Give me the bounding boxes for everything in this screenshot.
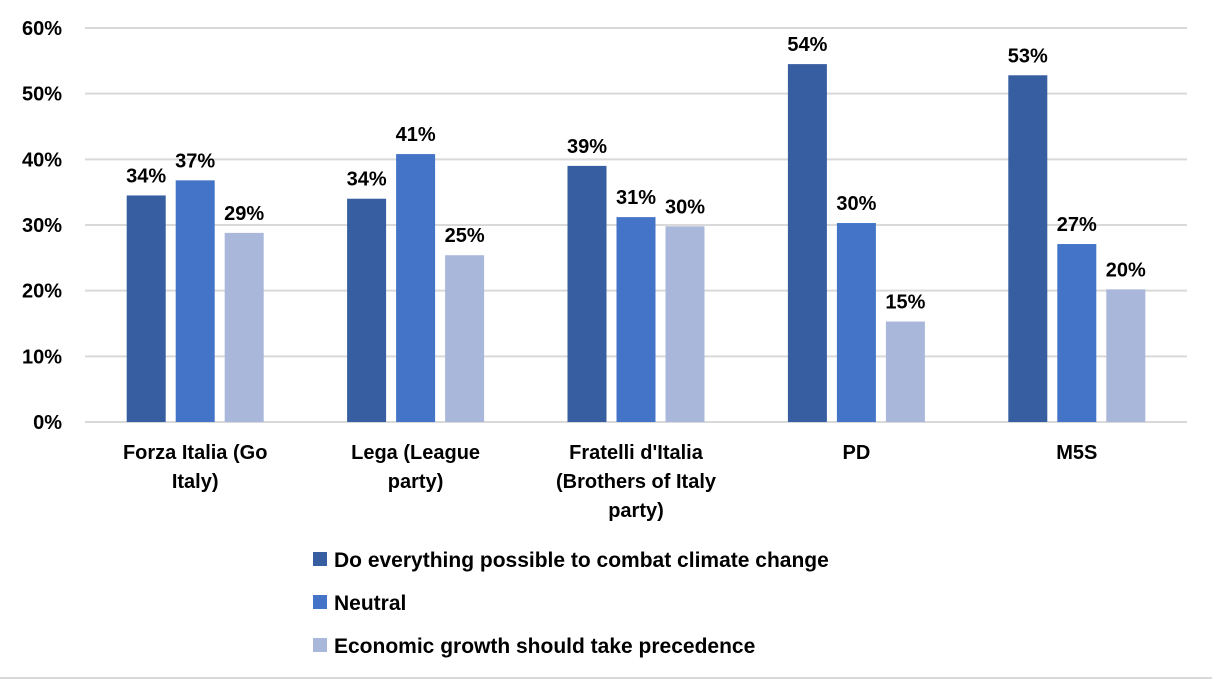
y-tick-label: 20% — [22, 281, 62, 303]
data-label: 15% — [885, 292, 925, 314]
legend-swatch — [313, 595, 327, 609]
y-tick-label: 0% — [33, 412, 62, 434]
legend-label: Economic growth should take precedence — [334, 635, 755, 658]
bars — [126, 64, 1146, 422]
y-axis-ticks: 0% 10% 20% 30% 40% 50% 60% — [22, 18, 62, 434]
data-label: 54% — [787, 34, 827, 56]
bar — [1106, 289, 1146, 422]
bar — [347, 198, 387, 422]
y-tick-label: 60% — [22, 18, 62, 40]
bar — [396, 154, 436, 422]
data-label: 39% — [567, 136, 607, 158]
data-labels: 34% 37% 29% 34% 41% 25% 39% 31% 30% 54% 30% 15% 53% 2… — [126, 34, 1146, 313]
bar — [1008, 75, 1048, 422]
x-category-label: Fratelli d'Italia — [569, 442, 704, 464]
bar — [885, 321, 925, 422]
bar — [787, 64, 827, 422]
legend-swatch — [313, 638, 327, 652]
data-label: 29% — [224, 203, 264, 225]
legend-label: Neutral — [334, 592, 406, 615]
bar — [567, 165, 607, 422]
x-category-label: party) — [608, 500, 664, 522]
x-category-label: Forza Italia (Go — [123, 442, 267, 464]
data-label: 34% — [347, 169, 387, 191]
legend-label: Do everything possible to combat climate… — [334, 549, 829, 572]
bar — [616, 217, 656, 422]
x-category-label: PD — [843, 442, 871, 464]
bar — [126, 195, 166, 422]
bar — [445, 255, 485, 422]
data-label: 31% — [616, 187, 656, 209]
x-category-label: party) — [388, 471, 444, 493]
bar — [1057, 244, 1097, 422]
data-label: 30% — [836, 193, 876, 215]
data-label: 53% — [1008, 45, 1048, 67]
y-tick-label: 30% — [22, 215, 62, 237]
data-label: 34% — [126, 165, 166, 187]
bar — [665, 226, 705, 422]
data-label: 41% — [396, 124, 436, 146]
y-tick-label: 10% — [22, 346, 62, 368]
data-label: 27% — [1057, 214, 1097, 236]
legend: Do everything possible to combat climate… — [313, 549, 829, 658]
x-category-label: M5S — [1056, 442, 1097, 464]
data-label: 37% — [175, 150, 215, 172]
data-label: 30% — [665, 196, 705, 218]
data-label: 25% — [445, 225, 485, 247]
x-category-label: Italy) — [172, 471, 219, 493]
x-axis-categories: Forza Italia (Go Italy) Lega (League party)… — [123, 442, 1097, 522]
x-category-label: (Brothers of Italy — [556, 471, 717, 493]
bar — [224, 232, 264, 422]
bar — [836, 223, 876, 422]
x-category-label: Lega (League — [351, 442, 480, 464]
y-tick-label: 40% — [22, 149, 62, 171]
y-tick-label: 50% — [22, 84, 62, 106]
legend-swatch — [313, 552, 327, 566]
data-label: 20% — [1106, 259, 1146, 281]
bar — [175, 180, 215, 422]
